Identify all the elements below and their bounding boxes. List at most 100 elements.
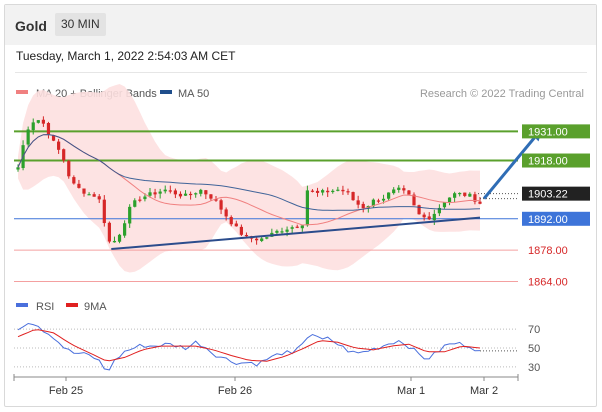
candle-body — [468, 193, 472, 197]
candle-body — [280, 231, 284, 233]
moving-averages — [17, 134, 481, 226]
price-levels — [14, 130, 518, 283]
candle-body — [310, 190, 315, 192]
candle-body — [255, 238, 259, 241]
price-level-box-1918.00 — [522, 153, 590, 168]
candle-body — [224, 209, 228, 217]
candle-body — [204, 190, 208, 195]
candle-body — [199, 189, 203, 194]
candle-body — [92, 194, 96, 197]
candle-body — [57, 141, 61, 150]
candle-body — [138, 199, 142, 201]
header-bar: Gold 30 MIN — [5, 5, 596, 45]
x-tick-label-Mar 2: Mar 2 — [470, 385, 498, 397]
trendline — [111, 216, 481, 251]
x-tick-label-Mar 1: Mar 1 — [397, 385, 425, 397]
candle-body — [371, 199, 375, 207]
candle-body — [321, 190, 325, 193]
candle-body — [148, 192, 152, 196]
candle-body — [285, 229, 289, 232]
candle-body — [402, 188, 406, 191]
candle-body — [82, 188, 86, 194]
candle-body — [361, 203, 365, 209]
legend-swatch-9ma — [66, 303, 78, 307]
candle-body — [173, 190, 177, 195]
candle-body — [453, 193, 457, 198]
candle-body — [392, 189, 396, 194]
candles — [16, 116, 482, 245]
price-level-box-1903.22 — [522, 186, 590, 201]
candle-body — [219, 200, 223, 210]
candle-body — [163, 189, 167, 192]
candle-body — [97, 196, 101, 200]
legend-label-9ma: 9MA — [84, 301, 107, 313]
legend-swatch-ma50 — [160, 90, 172, 94]
rsi-tick-label-50: 50 — [528, 343, 540, 355]
rsi-panel: 70 50 30 — [14, 322, 540, 374]
candle-body — [305, 190, 309, 226]
candle-body — [67, 161, 71, 177]
candle-body — [341, 189, 345, 192]
candle-body — [422, 214, 426, 218]
candle-body — [183, 193, 188, 196]
rsi-tick-label-70: 70 — [528, 324, 540, 336]
price-level-label-1931.00: 1931.00 — [528, 126, 568, 138]
candle-body — [107, 222, 111, 242]
timeframe-badge[interactable]: 30 MIN — [55, 13, 106, 36]
legend-swatch-rsi — [16, 303, 28, 307]
candle-body — [178, 193, 183, 197]
candle-body — [331, 190, 335, 193]
x-axis: Feb 25 Feb 26 Mar 1 Mar 2 — [13, 374, 519, 397]
candle-body — [112, 240, 117, 243]
price-labels: 1931.00 1918.00 1903.22 1892.00 1878.00 1864.… — [522, 124, 590, 289]
candle-body — [432, 213, 436, 221]
candle-body — [300, 225, 304, 229]
bollinger-band-fill — [18, 84, 480, 273]
candle-body — [295, 226, 299, 228]
candle-body — [194, 193, 198, 195]
candle-body — [229, 217, 233, 225]
candle-body — [427, 216, 431, 220]
price-level-box-1931.00 — [522, 124, 590, 139]
candle-body — [26, 129, 30, 145]
price-level-box-1892.00 — [522, 211, 590, 226]
rsi-legend: RSI 9MA — [16, 301, 107, 313]
candle-body — [234, 223, 238, 227]
rsi-tick-label-30: 30 — [528, 362, 540, 374]
candle-body — [239, 226, 243, 235]
candle-body — [407, 190, 411, 195]
price-level-label-1903.22: 1903.22 — [528, 189, 568, 201]
symbol-label: Gold — [15, 18, 47, 34]
candle-body — [168, 190, 172, 192]
candle-body — [36, 120, 40, 123]
candle-body — [158, 191, 162, 194]
ma50-line — [17, 134, 481, 211]
candle-body — [128, 206, 132, 224]
bollinger-bands — [18, 84, 480, 273]
candle-body — [473, 194, 477, 202]
x-tick-label-Feb 25: Feb 25 — [49, 385, 83, 397]
price-level-label-1892.00: 1892.00 — [528, 214, 568, 226]
legend-label-ma50: MA 50 — [178, 88, 209, 100]
candle-body — [478, 201, 482, 204]
candle-body — [458, 192, 462, 195]
candle-body — [351, 192, 355, 201]
candle-body — [87, 194, 91, 196]
candle-body — [412, 194, 416, 206]
candle-body — [265, 237, 269, 239]
timestamp-label: Tuesday, March 1, 2022 2:54:03 AM CET — [16, 49, 236, 63]
candle-body — [46, 123, 51, 135]
forecast-arrow-shaft — [482, 135, 537, 200]
rsi-line — [17, 322, 481, 371]
candle-body — [356, 200, 360, 205]
candle-body — [387, 192, 391, 199]
candle-body — [16, 167, 20, 170]
candle-body — [133, 200, 137, 207]
rsi-9ma-line — [17, 329, 481, 362]
candle-body — [336, 189, 340, 191]
candle-body — [290, 227, 294, 229]
candle-body — [463, 192, 467, 196]
candle-body — [153, 192, 157, 195]
price-level-label-1878.00: 1878.00 — [528, 245, 568, 257]
candle-body — [275, 230, 279, 233]
